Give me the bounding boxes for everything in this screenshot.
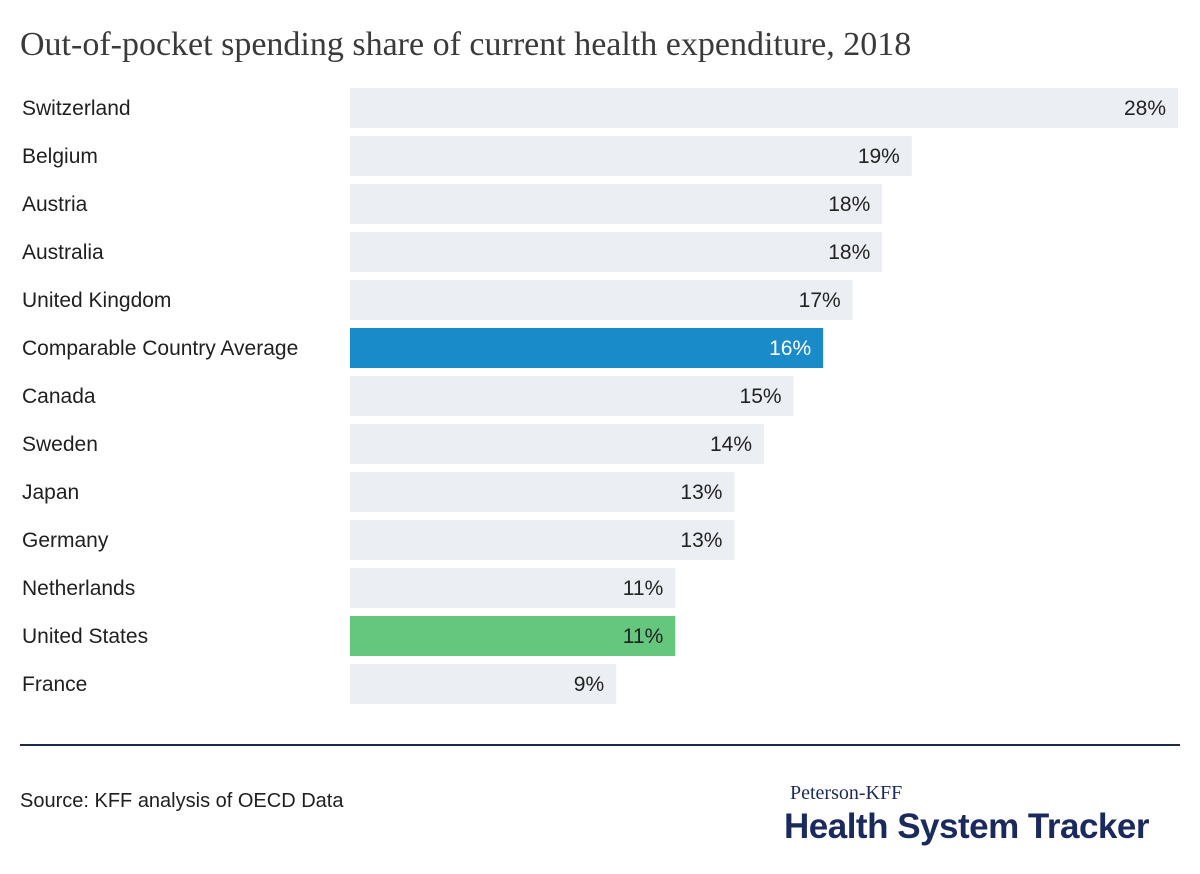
bar-united-kingdom	[350, 280, 853, 320]
brand-title: Health System Tracker	[784, 807, 1149, 846]
value-label-austria: 18%	[828, 193, 870, 216]
category-label-germany: Germany	[22, 529, 109, 552]
category-label-united-kingdom: United Kingdom	[22, 289, 171, 312]
value-label-canada: 15%	[740, 385, 782, 408]
value-label-france: 9%	[574, 673, 604, 696]
category-label-japan: Japan	[22, 481, 79, 504]
category-label-australia: Australia	[22, 241, 104, 264]
value-label-united-states: 11%	[623, 625, 663, 648]
bar-switzerland	[350, 88, 1178, 128]
bar-chart: Switzerland 28% Belgium 19% Austria 18% Austra…	[22, 88, 1178, 704]
value-label-switzerland: 28%	[1124, 97, 1166, 120]
bar-sweden	[350, 424, 764, 464]
category-label-canada: Canada	[22, 385, 96, 408]
value-label-sweden: 14%	[710, 433, 752, 456]
bar-canada	[350, 376, 794, 416]
bar-germany	[350, 520, 735, 560]
category-label-sweden: Sweden	[22, 433, 98, 456]
chart-title: Out-of-pocket spending share of current …	[20, 26, 912, 63]
category-label-belgium: Belgium	[22, 145, 98, 168]
brand-subtitle: Peterson-KFF	[790, 782, 903, 804]
category-label-switzerland: Switzerland	[22, 97, 131, 120]
source-note: Source: KFF analysis of OECD Data	[20, 790, 344, 812]
bar-belgium	[350, 136, 912, 176]
value-label-netherlands: 11%	[623, 577, 663, 600]
value-label-united-kingdom: 17%	[799, 289, 841, 312]
divider	[20, 744, 1180, 746]
category-label-austria: Austria	[22, 193, 88, 216]
category-label-comparable-country-average: Comparable Country Average	[22, 337, 298, 360]
bar-japan	[350, 472, 735, 512]
brand-logo: Peterson-KFF Health System Tracker	[784, 782, 1180, 847]
value-label-germany: 13%	[680, 529, 722, 552]
category-label-united-states: United States	[22, 625, 148, 648]
value-label-australia: 18%	[828, 241, 870, 264]
bar-australia	[350, 232, 883, 272]
bar-united-states	[350, 616, 676, 656]
bar-comparable-country-average	[350, 328, 824, 368]
value-label-belgium: 19%	[858, 145, 900, 168]
value-label-comparable-country-average: 16%	[769, 337, 811, 360]
bar-austria	[350, 184, 883, 224]
value-label-japan: 13%	[680, 481, 722, 504]
bar-netherlands	[350, 568, 676, 608]
category-label-netherlands: Netherlands	[22, 577, 135, 600]
bar-france	[350, 664, 617, 704]
category-label-france: France	[22, 673, 87, 696]
